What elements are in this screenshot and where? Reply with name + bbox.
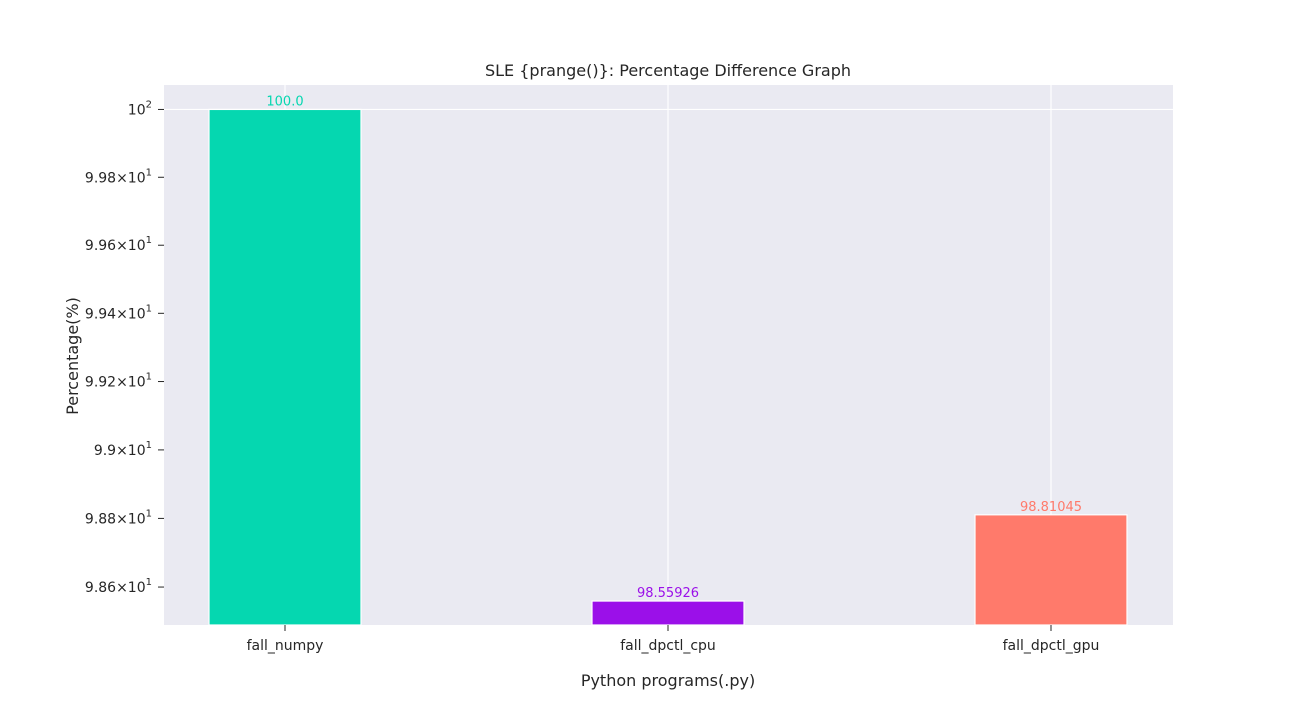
bar-fall_dpctl_gpu: [974, 514, 1128, 626]
value-label-layer: 100.0 98.55926 98.81045: [266, 94, 1082, 601]
y-axis-ticks: 9.86×101 9.88×101 9.9×101 9.92×101 9.94×101 9…: [85, 99, 164, 596]
chart-title: SLE {prange()}: Percentage Difference Gr…: [485, 61, 851, 80]
x-tick-label-fall_numpy: fall_numpy: [247, 638, 324, 654]
y-tick-label-6: 9.98×101: [85, 167, 152, 186]
y-tick-label-7: 102: [128, 99, 152, 118]
x-axis-ticks: fall_numpy fall_dpctl_cpu fall_dpctl_gpu: [247, 625, 1100, 654]
x-axis-title: Python programs(.py): [581, 671, 755, 690]
value-label-fall_dpctl_cpu: 98.55926: [637, 586, 699, 601]
value-label-fall_dpctl_gpu: 98.81045: [1020, 500, 1082, 515]
y-axis-title: Percentage(%): [63, 297, 82, 415]
y-tick-label-1: 9.88×101: [85, 508, 152, 527]
y-tick-label-2: 9.9×101: [94, 440, 152, 459]
y-tick-label-0: 9.86×101: [85, 577, 152, 596]
x-tick-label-fall_dpctl_gpu: fall_dpctl_gpu: [1003, 638, 1100, 654]
y-tick-label-5: 9.96×101: [85, 235, 152, 254]
value-label-fall_numpy: 100.0: [266, 94, 303, 109]
bar-fall_numpy: [208, 108, 362, 626]
bar-fall_dpctl_cpu: [591, 600, 745, 626]
y-tick-label-4: 9.94×101: [85, 303, 152, 322]
x-tick-label-fall_dpctl_cpu: fall_dpctl_cpu: [620, 638, 716, 654]
y-tick-label-3: 9.92×101: [85, 372, 152, 391]
